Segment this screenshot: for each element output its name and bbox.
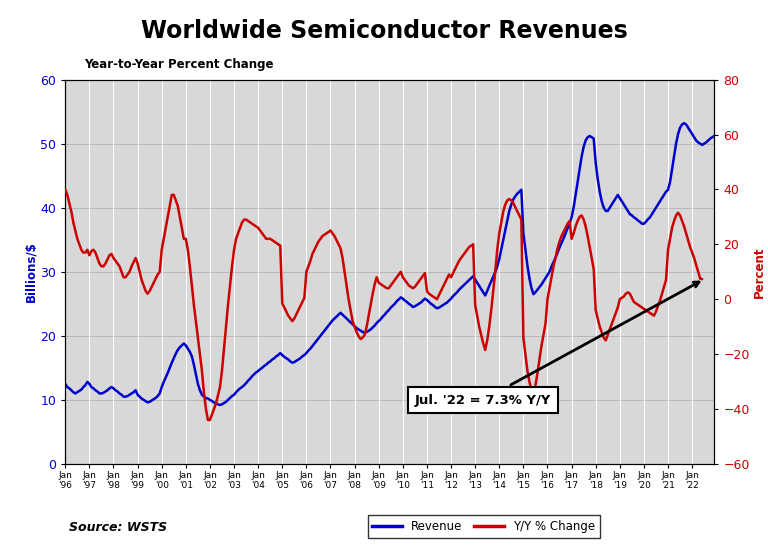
Text: Source: WSTS: Source: WSTS	[69, 520, 167, 534]
Y-axis label: Percent: Percent	[753, 246, 766, 298]
Text: Year-to-Year Percent Change: Year-to-Year Percent Change	[84, 58, 274, 71]
Y-axis label: Billions/$: Billions/$	[25, 242, 38, 302]
Legend: Revenue, Y/Y % Change: Revenue, Y/Y % Change	[368, 515, 600, 537]
Text: Worldwide Semiconductor Revenues: Worldwide Semiconductor Revenues	[141, 19, 627, 43]
Text: Jul. '22 = 7.3% Y/Y: Jul. '22 = 7.3% Y/Y	[415, 282, 699, 406]
